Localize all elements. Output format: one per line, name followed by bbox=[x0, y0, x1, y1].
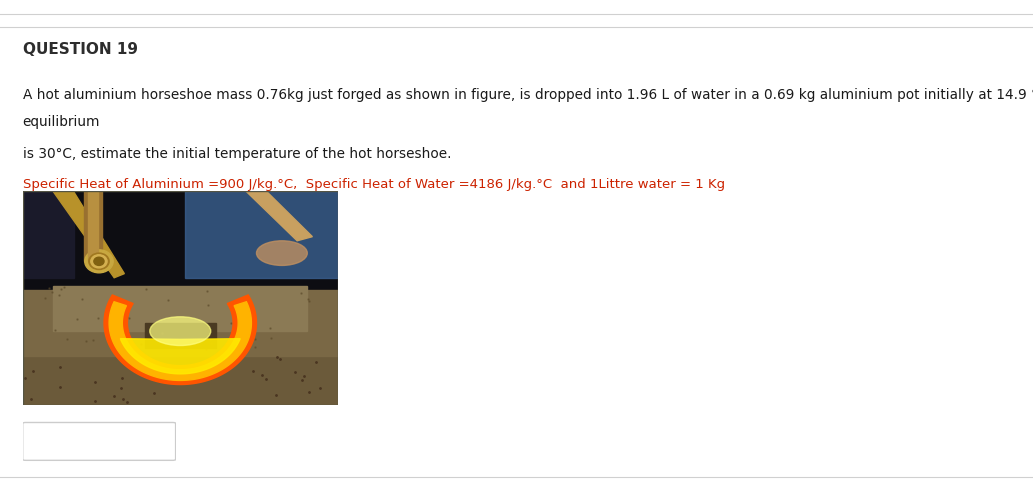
Bar bbox=[185, 191, 338, 278]
Ellipse shape bbox=[89, 253, 109, 270]
Bar bbox=[23, 290, 338, 356]
Bar bbox=[23, 191, 338, 299]
Text: QUESTION 19: QUESTION 19 bbox=[23, 42, 137, 57]
Circle shape bbox=[91, 255, 107, 268]
Text: Specific Heat of Aluminium =900 J/kg.°C,  Specific Heat of Water =4186 J/kg.°C  : Specific Heat of Aluminium =900 J/kg.°C,… bbox=[23, 178, 725, 191]
Bar bbox=[88, 191, 98, 261]
FancyBboxPatch shape bbox=[23, 422, 176, 461]
Bar bbox=[54, 286, 307, 331]
Text: A hot aluminium horseshoe mass 0.76kg just forged as shown in figure, is dropped: A hot aluminium horseshoe mass 0.76kg ju… bbox=[23, 88, 1033, 103]
Circle shape bbox=[94, 257, 104, 266]
Polygon shape bbox=[120, 339, 241, 374]
Polygon shape bbox=[54, 191, 124, 278]
Bar bbox=[23, 191, 73, 278]
Ellipse shape bbox=[150, 317, 211, 346]
Polygon shape bbox=[104, 295, 256, 384]
Text: is 30°C, estimate the initial temperature of the hot horseshoe.: is 30°C, estimate the initial temperatur… bbox=[23, 147, 451, 162]
Polygon shape bbox=[109, 302, 251, 381]
Polygon shape bbox=[246, 191, 312, 241]
Bar bbox=[23, 299, 338, 405]
Ellipse shape bbox=[85, 250, 114, 273]
Text: equilibrium: equilibrium bbox=[23, 115, 100, 130]
Bar bbox=[84, 191, 102, 261]
Ellipse shape bbox=[256, 241, 307, 266]
Bar bbox=[145, 323, 216, 348]
